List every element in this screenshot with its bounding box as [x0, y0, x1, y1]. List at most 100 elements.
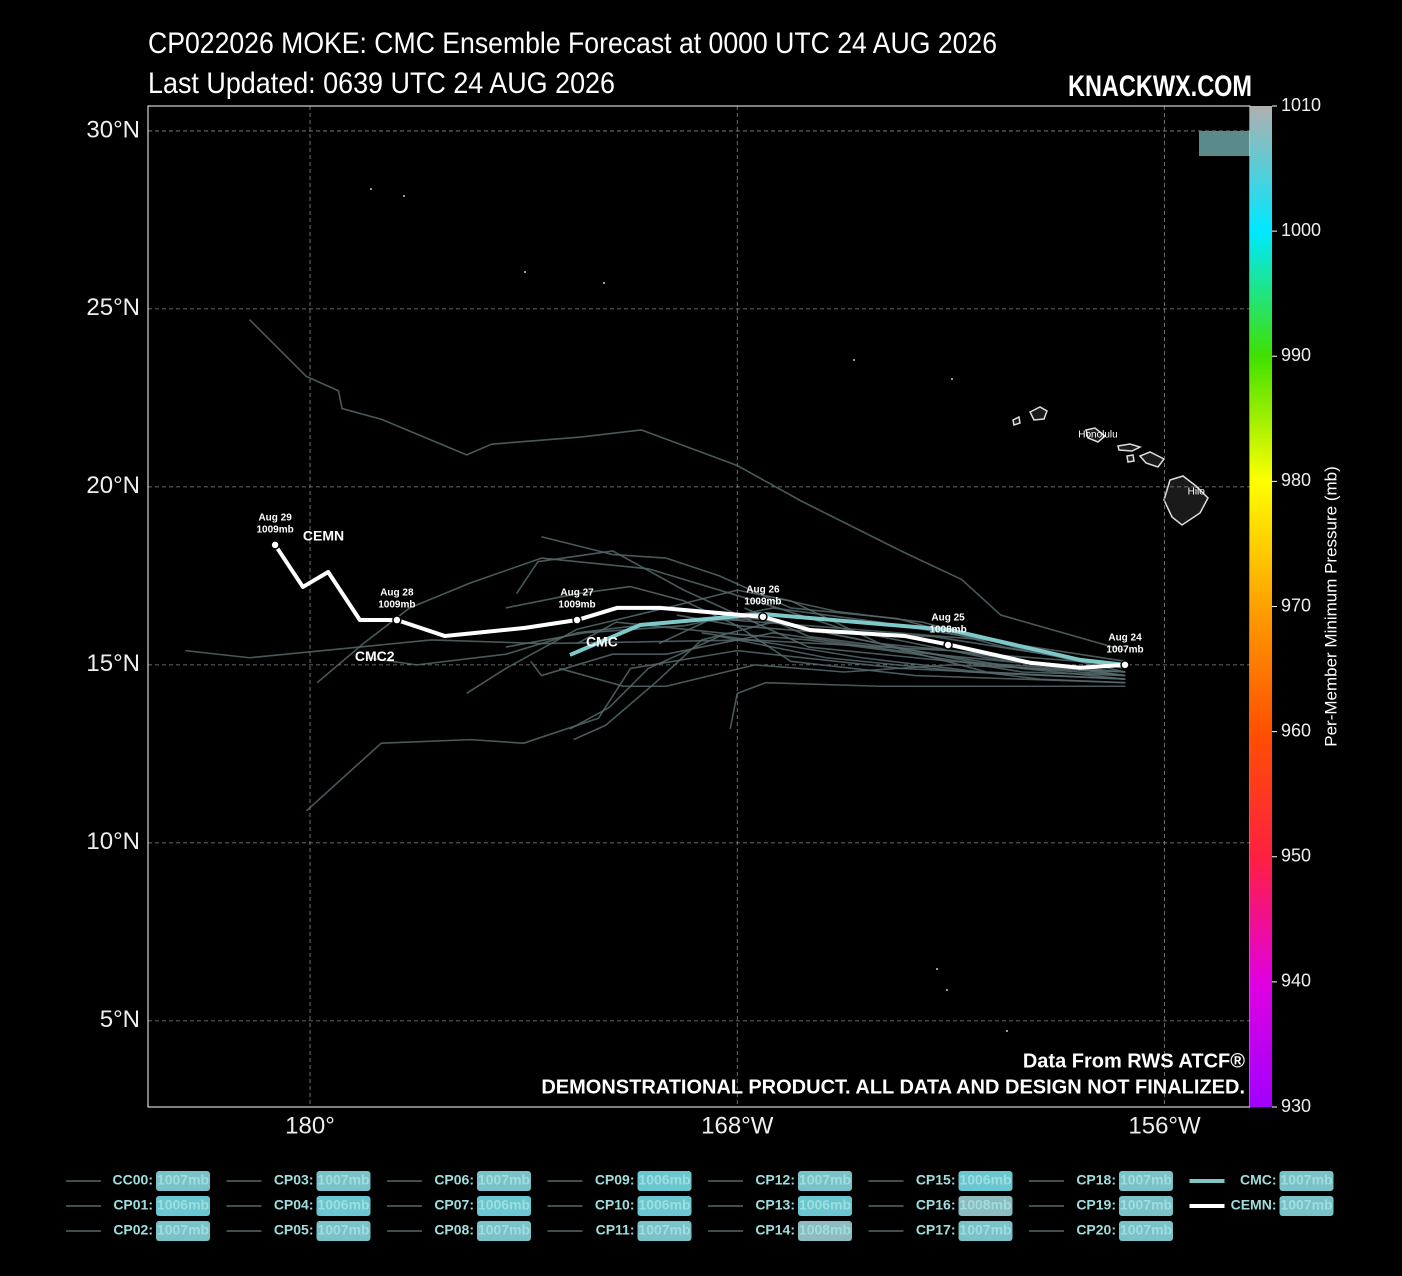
legend-pressure-box	[156, 1196, 210, 1216]
legend-pressure: 1007mb	[799, 1172, 851, 1188]
legend-pressure-box	[1119, 1171, 1173, 1191]
legend-pressure: 1007mb	[317, 1172, 369, 1188]
legend-label: CP18:	[1076, 1172, 1116, 1188]
track	[701, 632, 1126, 684]
forecast-point	[392, 615, 402, 625]
legend-pressure: 1007mb	[959, 1222, 1011, 1238]
legend-pressure-box	[156, 1171, 210, 1191]
point-date: Aug 27	[560, 588, 594, 599]
y-tick-label: 15°N	[86, 650, 140, 677]
track	[569, 635, 1126, 730]
legend-label: CP17:	[916, 1222, 956, 1238]
y-tick-label: 10°N	[86, 828, 140, 855]
credit: Data From RWS ATCF®	[1023, 1050, 1245, 1072]
forecast-point	[758, 612, 768, 622]
forecast-point	[270, 540, 280, 550]
legend-label: CP02:	[113, 1222, 153, 1238]
legend-label: CP11:	[596, 1222, 635, 1238]
y-tick-label: 5°N	[100, 1006, 140, 1033]
legend-pressure-box	[1279, 1171, 1334, 1191]
track-label: CMC	[586, 634, 618, 650]
place-label: Hilo	[1188, 487, 1206, 498]
legend-pressure-box	[316, 1171, 371, 1191]
island	[1126, 454, 1135, 463]
forecast-point	[572, 615, 582, 625]
track	[744, 607, 1126, 680]
x-tick-label: 168°W	[701, 1112, 774, 1139]
legend-pressure: 1006mb	[799, 1197, 851, 1213]
legend-pressure: 1007mb	[1280, 1197, 1332, 1213]
legend-label: CP10:	[595, 1197, 635, 1213]
point-date: Aug 24	[1108, 633, 1142, 644]
legend-pressure: 1007mb	[157, 1172, 209, 1188]
island	[1138, 451, 1166, 468]
legend-label: CP12:	[755, 1172, 795, 1188]
colorbar-tick-label: 980	[1281, 470, 1311, 490]
legend-pressure: 1006mb	[638, 1197, 690, 1213]
track-label: CMC2	[355, 648, 395, 664]
legend-label: CP19:	[1076, 1197, 1116, 1213]
legend-pressure: 1007mb	[1280, 1172, 1332, 1188]
colorbar-label: Per-Member Minimum Pressure (mb)	[1321, 466, 1340, 747]
track	[576, 621, 1126, 677]
legend-pressure-box	[798, 1196, 852, 1216]
track	[729, 681, 1126, 730]
legend-pressure-box	[958, 1196, 1013, 1216]
point-date: Aug 25	[931, 613, 965, 624]
track	[273, 543, 1126, 670]
legend-label: CP16:	[916, 1197, 956, 1213]
colorbar-tick-label: 970	[1281, 595, 1311, 615]
legend-label: CP15:	[916, 1172, 956, 1188]
legend-label: CP09:	[595, 1172, 635, 1188]
legend-pressure: 1006mb	[157, 1197, 209, 1213]
colorbar-tick-label: 1000	[1281, 220, 1321, 240]
legend-pressure-box	[156, 1221, 210, 1241]
legend-pressure: 1007mb	[1120, 1172, 1172, 1188]
point-pressure: 1007mb	[1106, 645, 1143, 656]
colorbar-tick-label: 950	[1281, 846, 1311, 866]
point-date: Aug 28	[380, 588, 414, 599]
chart-title: CP022026 MOKE: CMC Ensemble Forecast at …	[148, 27, 997, 60]
legend-pressure-box	[637, 1221, 692, 1241]
island	[1012, 415, 1021, 426]
legend-label: CP07:	[434, 1197, 474, 1213]
point-pressure: 1009mb	[558, 600, 595, 611]
track-label: CEMN	[303, 527, 344, 543]
islets	[370, 188, 1008, 1032]
track	[466, 589, 1126, 695]
legend-label: CP14:	[755, 1222, 795, 1238]
legend-pressure-box	[958, 1171, 1013, 1191]
legend-pressure: 1006mb	[478, 1197, 530, 1213]
legend-pressure-box	[1119, 1221, 1173, 1241]
legend-label: CP13:	[755, 1197, 795, 1213]
legend-pressure: 1006mb	[959, 1172, 1011, 1188]
point-pressure: 1009mb	[378, 600, 415, 611]
legend-pressure-box	[637, 1171, 692, 1191]
track	[248, 319, 1126, 652]
y-tick-label: 30°N	[86, 116, 140, 143]
brand: KNACKWX.COM	[1068, 70, 1252, 103]
island	[1028, 406, 1048, 421]
legend-label: CP20:	[1076, 1222, 1116, 1238]
legend-label: CMC:	[1240, 1172, 1277, 1188]
point-pressure: 1009mb	[744, 596, 781, 607]
colorbar-tick-label: 940	[1281, 971, 1311, 991]
track	[316, 557, 1126, 684]
track	[569, 611, 1126, 667]
legend-label: CP05:	[274, 1222, 314, 1238]
track	[305, 649, 1126, 812]
legend-pressure: 1006mb	[638, 1172, 690, 1188]
legend-pressure: 1008mb	[799, 1222, 851, 1238]
legend-label: CC00:	[113, 1172, 153, 1188]
colorbar-tick-label: 990	[1281, 345, 1311, 365]
legend-pressure-box	[798, 1171, 852, 1191]
track	[515, 550, 1126, 673]
colorbar-tick-label: 1010	[1281, 95, 1321, 115]
corner-patch	[1199, 131, 1250, 156]
chart-subtitle: Last Updated: 0639 UTC 24 AUG 2026	[148, 67, 615, 100]
legend-pressure-box	[477, 1171, 531, 1191]
legend-pressure-box	[958, 1221, 1013, 1241]
colorbar-tick-label: 930	[1281, 1096, 1311, 1116]
place-label: Honolulu	[1078, 430, 1117, 441]
